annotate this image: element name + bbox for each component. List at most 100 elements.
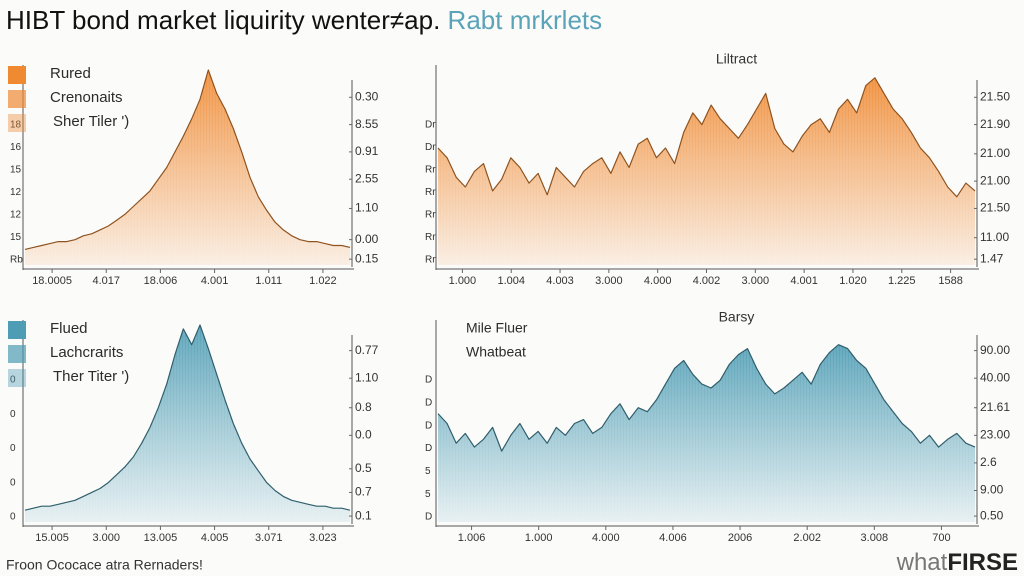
left-label: Rr	[425, 165, 436, 176]
legend-swatch	[8, 321, 26, 339]
x-tick-label: 4.001	[201, 275, 229, 287]
y-tick-label: 40.00	[980, 370, 1010, 384]
x-tick-label: 700	[932, 532, 950, 544]
x-tick-label: 13.005	[144, 532, 178, 544]
line	[437, 344, 976, 452]
x-tick-label: 1.006	[458, 532, 486, 544]
left-label: 5	[425, 489, 431, 500]
left-label: 0	[10, 375, 16, 386]
legend-label: Mile Fluer	[466, 320, 528, 336]
logo-b: FIRSE	[947, 549, 1018, 576]
x-tick-label: 15.005	[35, 532, 69, 544]
legend-swatch	[8, 345, 26, 363]
legend-swatch	[8, 66, 26, 84]
x-tick-label: 3.000	[742, 275, 770, 287]
legend-swatch	[8, 369, 26, 387]
x-tick-label: 4.002	[693, 275, 721, 287]
line	[24, 69, 351, 250]
x-tick-label: 1.011	[255, 275, 282, 287]
x-tick-label: 4.000	[644, 275, 672, 287]
left-label: Dr	[425, 120, 436, 131]
title-main: HIBT bond market liquirity wenter≠ap.	[6, 5, 440, 35]
x-tick-label: 3.023	[309, 532, 337, 544]
x-tick-label: 4.003	[546, 275, 574, 287]
x-tick-label: 4.017	[92, 275, 120, 287]
left-label: 0	[10, 512, 16, 523]
left-label: Rb	[10, 255, 23, 266]
y-tick-label: 0.50	[980, 508, 1004, 522]
x-tick-label: 4.006	[659, 532, 687, 544]
y-tick-label: 1.10	[355, 370, 379, 384]
y-tick-label: 0.8	[355, 400, 372, 414]
page-title: HIBT bond market liquirity wenter≠ap. Ra…	[6, 5, 602, 35]
y-tick-label: 8.55	[355, 117, 379, 131]
y-tick-label: 21.61	[980, 400, 1010, 414]
chart-title: Barsy	[719, 309, 755, 325]
title-accent: Rabt mrkrlets	[448, 5, 603, 35]
x-tick-label: 1588	[938, 275, 962, 287]
y-tick-label: 0.30	[355, 89, 379, 103]
x-tick-label: 4.005	[201, 532, 229, 544]
y-tick-label: 0.00	[355, 232, 379, 246]
y-tick-label: 21.00	[980, 146, 1010, 160]
y-tick-label: 11.00	[980, 230, 1009, 244]
area-hatch	[25, 70, 350, 265]
logo-a: what	[896, 549, 948, 576]
legend-swatch	[8, 114, 26, 132]
left-label: 15	[10, 232, 22, 243]
footer-text: Froon Ococace atra Rernaders!	[6, 557, 203, 573]
x-tick-label: 3.000	[92, 532, 120, 544]
left-label: 18	[10, 120, 22, 131]
y-tick-label: 0.5	[355, 461, 372, 475]
y-tick-label: 23.00	[980, 427, 1010, 441]
area-hatch	[438, 77, 975, 265]
left-label: 5	[425, 466, 431, 477]
y-tick-label: 1.47	[980, 251, 1004, 265]
logo: whatFIRSE	[896, 549, 1018, 576]
area-hatch	[25, 325, 350, 522]
x-tick-label: 1.000	[449, 275, 477, 287]
y-tick-label: 21.50	[980, 89, 1010, 103]
x-tick-label: 2.002	[793, 532, 821, 544]
x-tick-label: 1.000	[525, 532, 553, 544]
left-label: Dr	[425, 142, 436, 153]
y-tick-label: 2.6	[980, 455, 997, 469]
left-label: D	[425, 443, 432, 454]
left-label: 12	[10, 187, 22, 198]
legend-label: Flued	[50, 320, 88, 337]
left-label: D	[425, 420, 432, 431]
left-label: Rr	[425, 187, 436, 198]
x-tick-label: 3.008	[861, 532, 889, 544]
y-tick-label: 21.50	[980, 201, 1010, 215]
x-tick-label: 3.000	[595, 275, 623, 287]
legend-label: Sher Tiler ')	[53, 113, 129, 130]
legend-label: Crenonaits	[50, 89, 123, 106]
legend-label: Whatbeat	[466, 344, 526, 360]
legend-label: Lachcrarits	[50, 344, 123, 361]
left-label: 12	[10, 210, 22, 221]
left-label: 16	[10, 142, 22, 153]
line	[24, 324, 351, 511]
left-label: D	[425, 512, 432, 523]
legend-label: Rured	[50, 65, 91, 82]
legend-swatch	[8, 90, 26, 108]
left-label: 0	[10, 409, 16, 420]
y-tick-label: 2.55	[355, 171, 379, 185]
left-label: Rr	[425, 210, 436, 221]
chart-title: Liltract	[716, 51, 757, 67]
y-tick-label: 0.0	[355, 427, 372, 441]
line	[437, 77, 976, 198]
x-tick-label: 18.0005	[32, 275, 72, 287]
y-tick-label: 0.15	[355, 251, 379, 265]
y-tick-label: 21.00	[980, 173, 1010, 187]
left-label: 15	[10, 165, 22, 176]
y-tick-label: 9.00	[980, 483, 1004, 497]
left-label: D	[425, 375, 432, 386]
y-tick-label: 0.7	[355, 485, 372, 499]
x-tick-label: 4.001	[790, 275, 818, 287]
left-label: 0	[10, 443, 16, 454]
x-tick-label: 18.006	[144, 275, 178, 287]
y-tick-label: 21.90	[980, 117, 1010, 131]
